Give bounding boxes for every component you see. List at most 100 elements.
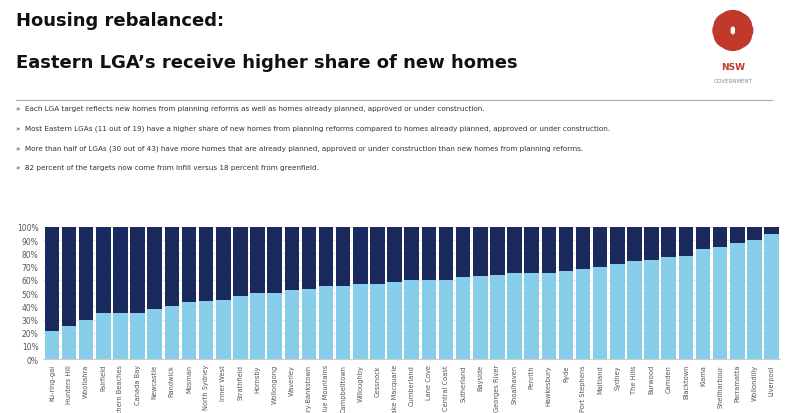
Bar	[182, 228, 196, 303]
Text: Housing rebalanced:: Housing rebalanced:	[16, 12, 224, 30]
Bar	[422, 228, 436, 280]
Bar	[233, 228, 247, 296]
Bar	[353, 228, 368, 284]
Bar	[627, 228, 641, 262]
Bar	[199, 301, 214, 359]
Bar	[370, 228, 385, 284]
Bar	[696, 250, 710, 359]
Bar	[404, 228, 419, 280]
Bar	[182, 303, 196, 359]
Bar	[747, 240, 762, 359]
Bar	[661, 258, 676, 359]
Bar	[764, 228, 779, 234]
Bar	[61, 228, 76, 326]
Ellipse shape	[730, 14, 751, 32]
Bar	[336, 228, 351, 287]
Text: »  More than half of LGAs (30 out of 43) have more homes that are already planne: » More than half of LGAs (30 out of 43) …	[16, 145, 583, 152]
Bar	[645, 228, 659, 260]
Bar	[455, 228, 470, 278]
Bar	[593, 267, 608, 359]
Bar	[113, 313, 128, 359]
Bar	[610, 228, 625, 264]
Bar	[336, 287, 351, 359]
Ellipse shape	[730, 31, 751, 49]
Bar	[764, 234, 779, 359]
Bar	[576, 228, 590, 270]
Text: Eastern LGA’s receive higher share of new homes: Eastern LGA’s receive higher share of ne…	[16, 54, 518, 71]
Bar	[388, 228, 402, 283]
Bar	[233, 296, 247, 359]
Bar	[576, 270, 590, 359]
Bar	[147, 228, 162, 309]
Bar	[439, 228, 453, 280]
Bar	[541, 228, 556, 273]
Bar	[130, 313, 145, 359]
Bar	[319, 228, 333, 287]
Bar	[251, 293, 265, 359]
Bar	[559, 271, 573, 359]
Bar	[404, 280, 419, 359]
Bar	[524, 228, 539, 273]
Bar	[96, 313, 110, 359]
Bar	[713, 247, 727, 359]
Bar	[507, 228, 522, 273]
Bar	[422, 280, 436, 359]
Bar	[507, 273, 522, 359]
Bar	[45, 332, 59, 359]
Bar	[267, 293, 282, 359]
Bar	[216, 228, 231, 300]
Bar	[490, 228, 504, 275]
Bar	[645, 260, 659, 359]
Ellipse shape	[721, 36, 745, 51]
Bar	[627, 262, 641, 359]
Bar	[79, 320, 94, 359]
Bar	[678, 256, 693, 359]
Bar	[267, 228, 282, 293]
Text: »  Most Eastern LGAs (11 out of 19) have a higher share of new homes from planni: » Most Eastern LGAs (11 out of 19) have …	[16, 125, 610, 132]
Bar	[199, 228, 214, 301]
Text: GOVERNMENT: GOVERNMENT	[713, 78, 753, 83]
Text: »  Each LGA target reflects new homes from planning reforms as well as homes alr: » Each LGA target reflects new homes fro…	[16, 105, 485, 111]
Bar	[130, 228, 145, 313]
Bar	[696, 228, 710, 250]
Bar	[251, 228, 265, 293]
Ellipse shape	[713, 21, 730, 42]
Bar	[45, 228, 59, 332]
Bar	[302, 228, 316, 290]
Ellipse shape	[715, 14, 735, 32]
Bar	[610, 264, 625, 359]
Bar	[388, 283, 402, 359]
Bar	[319, 287, 333, 359]
Bar	[113, 228, 128, 313]
Bar	[147, 309, 162, 359]
Bar	[165, 228, 179, 306]
Bar	[284, 291, 299, 359]
Bar	[730, 228, 745, 243]
Bar	[370, 284, 385, 359]
Bar	[79, 228, 94, 320]
Bar	[165, 306, 179, 359]
Bar	[713, 228, 727, 247]
Bar	[524, 273, 539, 359]
Bar	[559, 228, 573, 271]
Bar	[541, 273, 556, 359]
Bar	[96, 228, 110, 313]
Bar	[593, 228, 608, 267]
Bar	[490, 275, 504, 359]
Bar	[302, 290, 316, 359]
Bar	[284, 228, 299, 291]
Bar	[730, 243, 745, 359]
Ellipse shape	[736, 21, 753, 42]
Bar	[678, 228, 693, 256]
Bar	[747, 228, 762, 240]
Ellipse shape	[721, 12, 745, 26]
Bar	[353, 284, 368, 359]
Bar	[473, 276, 488, 359]
Ellipse shape	[715, 31, 735, 49]
Bar	[61, 326, 76, 359]
Bar	[661, 228, 676, 258]
Bar	[455, 278, 470, 359]
Text: »  82 percent of the targets now come from infill versus 18 percent from greenfi: » 82 percent of the targets now come fro…	[16, 165, 318, 171]
Bar	[439, 280, 453, 359]
Text: NSW: NSW	[721, 63, 745, 72]
